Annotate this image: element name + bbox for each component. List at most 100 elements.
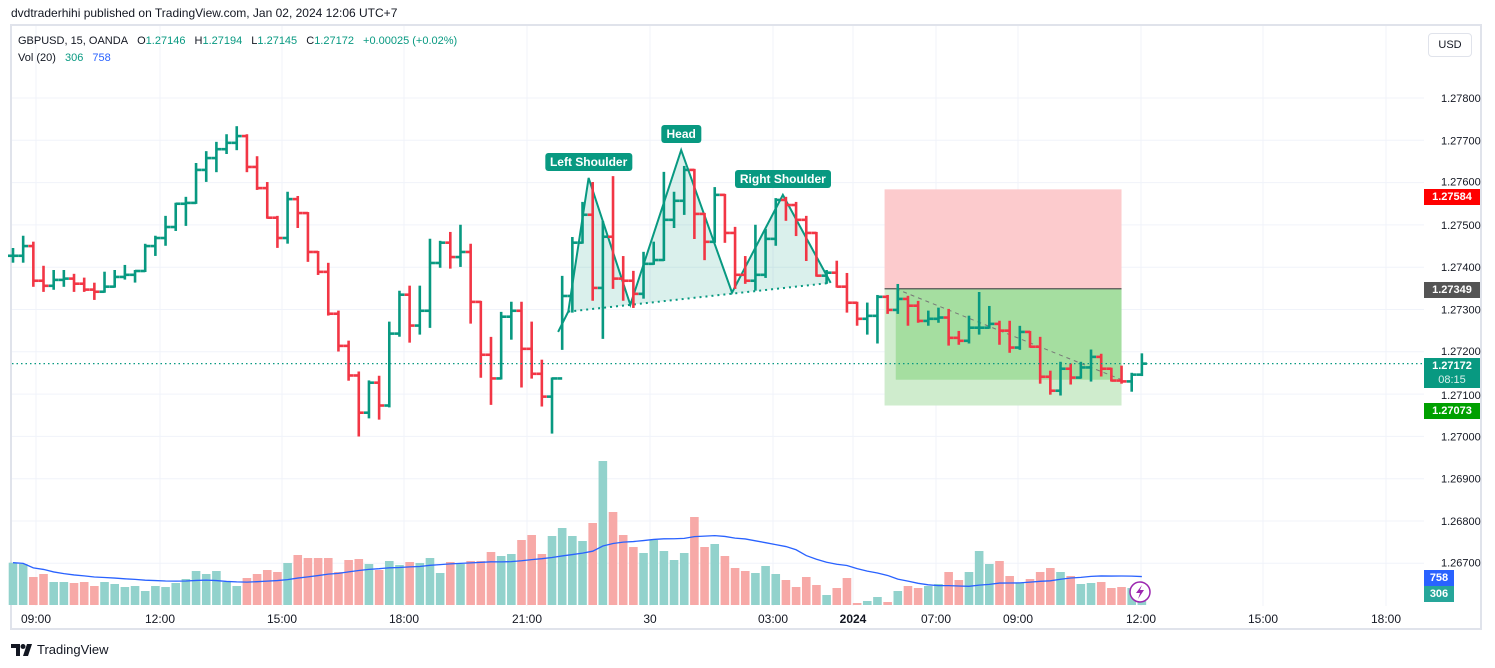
ohlc-bar xyxy=(292,195,303,229)
ohlc-bar xyxy=(496,311,507,380)
volume-bar xyxy=(140,591,150,605)
volume-bar xyxy=(842,578,852,605)
ohlc-bar xyxy=(119,264,130,280)
ohlc-bar xyxy=(902,295,913,326)
ohlc-bar xyxy=(241,134,252,173)
price-axis: 1.27800 1.27700 1.27600 1.27500 1.27400 1.273… xyxy=(1441,93,1481,569)
ohlc-bar xyxy=(435,240,446,268)
volume-bar xyxy=(334,572,343,605)
ohlc-bar xyxy=(140,243,151,273)
volume-bar xyxy=(1076,584,1086,605)
ohlc-bar xyxy=(1025,330,1035,349)
volume-bar xyxy=(720,556,730,605)
volume-bar xyxy=(934,584,943,605)
price-tick-label: 1.26900 xyxy=(1441,474,1481,486)
ohlc-bar xyxy=(160,215,171,246)
ohlc-bar xyxy=(770,198,781,246)
ohlc-bar xyxy=(699,212,710,261)
stop-price-tag: 1.27584 xyxy=(1424,189,1480,205)
ohlc-bar xyxy=(892,283,903,314)
ohlc-bar xyxy=(974,292,985,335)
volume-bar xyxy=(405,562,414,605)
ohlc-bar xyxy=(994,320,1005,345)
volume-bar xyxy=(476,561,486,605)
ohlc-bar xyxy=(526,321,537,379)
ohlc-bar xyxy=(1055,361,1066,396)
volume-bar xyxy=(161,587,170,605)
volume-bar xyxy=(812,585,821,605)
ohlc-bar xyxy=(730,226,741,289)
high-label: H xyxy=(194,35,203,47)
volume-bar xyxy=(791,587,801,605)
volume-bar xyxy=(832,588,842,605)
ohlc-bar xyxy=(272,215,283,248)
volume-bar xyxy=(293,555,303,605)
ohlc-bar xyxy=(424,238,435,328)
volume-bar xyxy=(598,461,608,605)
ohlc-bar xyxy=(353,371,364,437)
ohlc-bar xyxy=(445,231,456,269)
ohlc-bar xyxy=(862,302,873,335)
pattern-label: Left Shoulder xyxy=(544,152,633,171)
volume-bar xyxy=(120,587,130,605)
ohlc-bar xyxy=(658,171,669,262)
brand-name: TradingView xyxy=(37,642,109,657)
ohlc-bar xyxy=(191,162,202,205)
ohlc-bar xyxy=(709,187,720,244)
ohlc-bar xyxy=(567,237,578,313)
volume-bar xyxy=(273,572,282,605)
symbol-info[interactable]: GBPUSD, 15, OANDA xyxy=(18,35,129,47)
tradingview-logo[interactable]: TradingView xyxy=(11,642,109,657)
lightning-icon[interactable] xyxy=(1129,581,1151,603)
ohlc-bar xyxy=(394,290,405,337)
ohlc-bar xyxy=(1065,363,1076,385)
price-tick-label: 1.27500 xyxy=(1441,220,1481,232)
low-value: 1.27145 xyxy=(257,35,298,47)
volume-bar xyxy=(151,586,160,605)
price-tick-label: 1.27400 xyxy=(1441,262,1481,274)
ohlc-bar xyxy=(18,235,29,263)
pattern-label: Head xyxy=(661,125,701,144)
volume-bar xyxy=(39,574,48,605)
time-axis: 09:00 12:00 15:00 18:00 21:00 30 03:00 2024 07:0… xyxy=(21,612,1401,626)
ohlc-bar xyxy=(465,243,476,324)
high-value: 1.27194 xyxy=(202,35,243,47)
volume-bar xyxy=(18,564,28,605)
volume-bar xyxy=(435,573,445,605)
ohlc-bar xyxy=(333,310,344,352)
ohlc-bar xyxy=(414,285,425,335)
volume-bar xyxy=(974,551,984,605)
bar-countdown: 08:15 xyxy=(1438,374,1466,386)
ohlc-bar xyxy=(841,272,852,313)
ohlc-bar xyxy=(811,231,822,277)
pattern-label: Right Shoulder xyxy=(734,169,831,188)
ohlc-bar xyxy=(231,126,242,151)
time-tick-label: 09:00 xyxy=(1003,612,1033,626)
ohlc-bar xyxy=(780,196,791,221)
ohlc-bar xyxy=(1106,367,1117,382)
ohlc-bar xyxy=(1136,353,1147,377)
volume-bar xyxy=(486,552,496,605)
time-tick-label: 18:00 xyxy=(389,612,419,626)
volume-bar xyxy=(130,586,140,605)
volume-bar xyxy=(1086,583,1096,605)
volume-bar xyxy=(588,523,597,605)
volume-bar xyxy=(913,588,923,605)
volume-bar xyxy=(212,571,221,605)
volume-label[interactable]: Vol (20) xyxy=(18,52,56,64)
ohlc-bar xyxy=(79,277,90,292)
volume-bar xyxy=(446,562,455,605)
volume-bar xyxy=(374,570,384,605)
volume-bar xyxy=(801,577,811,605)
volume-bar xyxy=(354,559,364,605)
currency-button[interactable]: USD xyxy=(1428,33,1472,57)
volume-ma-line xyxy=(12,534,1142,587)
volume-bar xyxy=(415,563,425,605)
volume-ma-value: 758 xyxy=(92,52,111,64)
change-value: +0.00025 (+0.02%) xyxy=(363,35,458,47)
ohlc-bar xyxy=(1086,349,1097,382)
volume-bar xyxy=(893,591,903,605)
volume-bar xyxy=(944,572,953,605)
ohlc-bar xyxy=(262,182,273,220)
